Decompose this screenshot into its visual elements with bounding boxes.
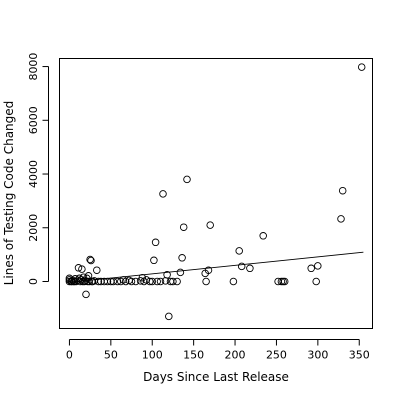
data-point-57 [165, 312, 173, 321]
x-tick-label-150: 150 [183, 349, 204, 362]
data-point-59 [169, 277, 177, 286]
data-point-20 [82, 290, 90, 299]
data-point-31 [94, 277, 103, 286]
x-tick-label-200: 200 [225, 349, 246, 362]
x-tick-label-100: 100 [142, 349, 163, 362]
data-point-68 [206, 221, 214, 229]
data-point-64 [183, 175, 191, 184]
x-tick-label-0: 0 [66, 349, 73, 362]
data-point-52 [153, 277, 161, 286]
data-point-15 [78, 265, 86, 273]
data-point-62 [178, 254, 186, 262]
data-point-67 [204, 266, 213, 274]
data-point-81 [337, 215, 345, 223]
data-point-71 [237, 262, 246, 271]
data-point-70 [235, 247, 243, 255]
data-point-48 [146, 277, 154, 286]
x-tick-label-300: 300 [307, 349, 328, 362]
data-point-66 [202, 277, 210, 286]
x-tick-label-50: 50 [104, 349, 118, 362]
data-point-50 [150, 256, 158, 265]
x-tick-label-250: 250 [266, 349, 287, 362]
data-point-24 [85, 277, 94, 286]
data-point-51 [151, 238, 160, 247]
data-point-42 [127, 277, 136, 286]
y-axis: 0 2000 4000 6000 8000 [27, 53, 49, 285]
data-point-25 [86, 255, 94, 264]
data-point-26 [87, 256, 95, 265]
data-point-56 [163, 271, 171, 279]
data-point-61 [176, 268, 185, 277]
y-tick-label-2000: 2000 [27, 214, 40, 242]
data-point-49 [148, 277, 156, 286]
y-axis-title: Lines of Testing Code Changed [2, 101, 16, 286]
trend-line-group [69, 251, 364, 283]
data-points [65, 63, 366, 321]
data-point-47 [142, 276, 151, 284]
data-point-11 [74, 264, 83, 272]
y-tick-label-8000: 8000 [27, 53, 40, 81]
data-point-73 [259, 232, 267, 240]
x-tick-label-350: 350 [349, 349, 370, 362]
data-point-30 [93, 266, 101, 274]
y-tick-label-6000: 6000 [27, 106, 40, 134]
data-point-53 [156, 277, 165, 286]
data-point-54 [159, 190, 167, 198]
data-point-43 [131, 277, 140, 286]
data-point-82 [338, 186, 347, 195]
x-axis-title: Days Since Last Release [143, 370, 289, 384]
y-tick-label-4000: 4000 [27, 160, 40, 188]
data-point-37 [113, 277, 122, 286]
data-point-23 [84, 272, 93, 280]
data-point-40 [121, 277, 130, 286]
trend-line [69, 251, 364, 283]
data-point-60 [173, 277, 181, 286]
data-point-46 [140, 277, 148, 286]
data-point-77 [280, 277, 289, 286]
data-point-78 [307, 264, 315, 273]
x-axis: 0 50 100 150 200 250 300 350 [66, 339, 370, 362]
data-point-79 [312, 277, 320, 286]
data-point-69 [229, 277, 238, 286]
y-tick-label-0: 0 [27, 278, 40, 285]
data-point-80 [314, 262, 322, 270]
data-point-72 [246, 264, 254, 273]
data-point-63 [179, 223, 188, 231]
data-point-83 [357, 63, 366, 71]
plot-frame [59, 58, 373, 329]
